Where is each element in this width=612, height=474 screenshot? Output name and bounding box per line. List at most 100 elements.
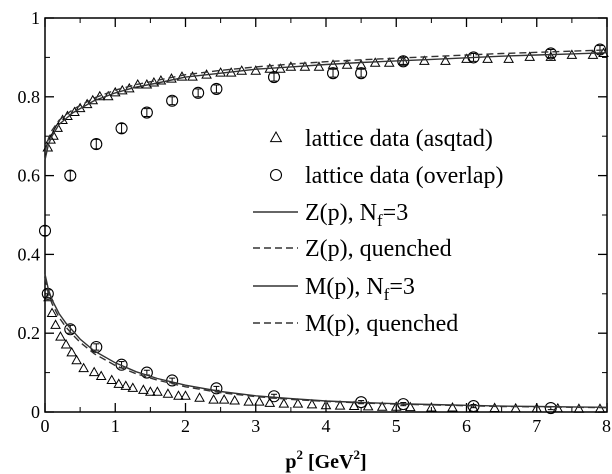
point-asqtad [194,392,205,402]
point-asqtad [52,122,63,132]
point-asqtad [208,394,219,404]
x-axis-title-sup: 2 [296,447,303,462]
point-asqtad [320,399,332,410]
legend-label: lattice data (overlap) [305,163,504,189]
point-asqtad [120,380,132,390]
point-asqtad [48,130,59,140]
tick-labels: 0 1 2 3 4 5 6 7 8 0 0.2 0.4 0.6 0.8 1 [18,8,612,436]
legend-label: M(p), quenched [305,311,458,337]
point-asqtad [440,55,451,65]
point-asqtad [524,51,536,61]
point-asqtad [152,386,163,396]
point-asqtad [55,331,66,341]
point-asqtad [46,307,58,317]
series-layer [38,43,609,415]
x-tick-label: 4 [322,416,331,436]
x-axis-title-unit-sup: 2 [354,447,361,462]
point-asqtad [145,386,156,396]
point-asqtad [127,382,139,392]
point-asqtad [243,396,255,406]
point-asqtad [78,362,89,373]
point-overlap [140,366,153,379]
x-tick-label: 7 [532,416,541,436]
point-overlap [140,106,153,119]
point-asqtad [482,53,493,63]
point-overlap [192,86,205,99]
point-overlap [64,323,77,336]
x-tick-label: 2 [181,416,190,436]
point-overlap [267,71,281,84]
point-overlap [544,47,557,60]
point-asqtad [250,65,262,75]
y-tick-label: 0.6 [18,166,41,186]
point-asqtad [106,374,118,384]
point-asqtad [94,90,106,101]
point-asqtad [587,49,599,59]
point-asqtad [162,388,174,398]
y-tick-label: 0.8 [18,87,41,107]
legend-label: Z(p), Nf=3 [305,200,408,230]
point-asqtad [173,390,184,400]
legend: lattice data (asqtad) lattice data (overl… [253,126,504,337]
point-asqtad [218,394,230,404]
point-asqtad [95,370,107,381]
point-asqtad [88,366,100,377]
point-asqtad [278,398,290,408]
axis-ticks [44,17,608,413]
x-axis-title-unit-close: ] [360,451,367,473]
series-line [44,49,608,153]
point-asqtad [355,59,367,69]
x-tick-label: 8 [602,416,611,436]
point-asqtad [545,51,557,61]
point-asqtad [306,398,318,409]
point-overlap [115,358,128,371]
point-asqtad [180,390,191,400]
point-overlap [593,43,607,56]
legend-circle-marker [269,168,283,182]
series-line [44,277,608,409]
y-tick-label: 1 [31,8,40,28]
point-asqtad [489,402,500,412]
point-asqtad [426,402,437,412]
point-asqtad [447,402,458,412]
x-axis-title-unit: [GeV [303,451,354,473]
x-tick-label: 1 [111,416,120,436]
point-overlap [210,82,223,95]
legend-label: M(p), Nf=3 [305,274,415,304]
y-tick-label: 0.4 [18,244,41,264]
point-asqtad [50,319,61,329]
y-tick-label: 0 [31,402,40,422]
point-asqtad [376,401,388,411]
point-asqtad [66,346,78,357]
legend-label: Z(p), quenched [305,236,452,262]
point-asqtad [292,398,304,408]
point-asqtad [531,402,543,413]
x-tick-label: 0 [41,416,50,436]
point-asqtad [573,403,585,413]
point-overlap [326,67,340,80]
point-overlap [544,402,557,415]
x-tick-label: 5 [392,416,401,436]
point-overlap [64,169,77,182]
point-asqtad [71,354,82,365]
x-axis-title-main: p [285,451,296,473]
point-overlap [90,138,103,151]
point-asqtad [383,57,395,67]
point-asqtad [341,59,353,69]
point-asqtad [215,67,226,77]
x-tick-label: 6 [462,416,471,436]
point-asqtad [253,396,265,406]
legend-triangle-marker [269,130,283,143]
x-tick-label: 3 [251,416,260,436]
point-asqtad [113,378,125,388]
point-asqtad [510,402,522,413]
legend-label: lattice data (asqtad) [305,126,493,152]
point-asqtad [503,53,515,63]
point-overlap [166,94,179,107]
series-line [44,52,608,160]
point-overlap [38,224,52,237]
x-axis-title: p2 [GeV2] [285,447,366,473]
point-overlap [355,67,368,80]
point-asqtad [229,394,241,405]
